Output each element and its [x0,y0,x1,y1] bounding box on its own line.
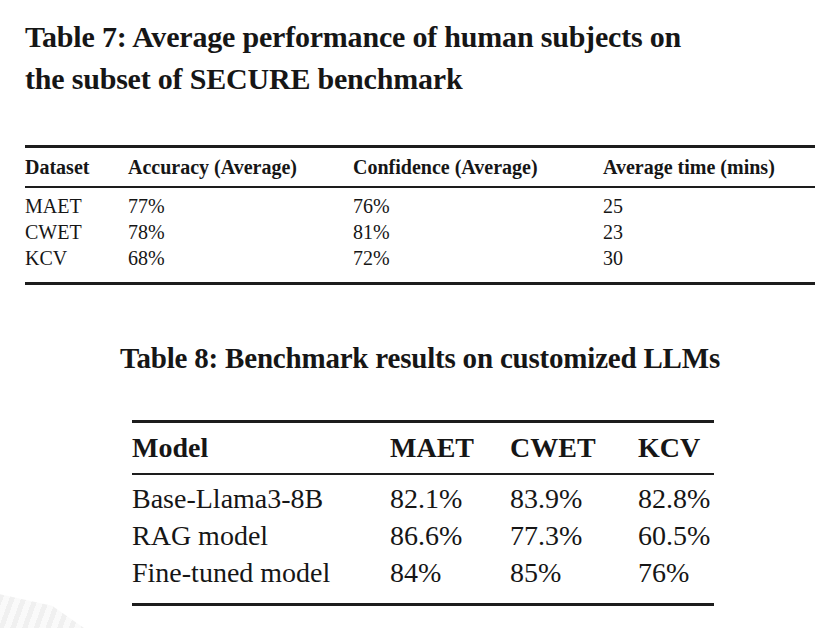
confidence-cell: 76% [353,187,603,219]
table-row: CWET 78% 81% 23 [25,219,815,245]
table7-caption-line1: Table 7: Average performance of human su… [25,20,681,53]
column-header-avg-time: Average time (mins) [603,147,815,188]
column-header-accuracy: Accuracy (Average) [128,147,353,188]
column-header-maet: MAET [390,422,510,475]
page-corner-artifact [0,592,84,628]
kcv-cell: 60.5% [638,517,714,554]
column-header-dataset: Dataset [25,147,128,188]
dataset-cell: KCV [25,245,128,284]
confidence-cell: 72% [353,245,603,284]
confidence-cell: 81% [353,219,603,245]
table-row: Fine-tuned model 84% 85% 76% [132,554,714,605]
table-row: MAET 77% 76% 25 [25,187,815,219]
table7-caption: Table 7: Average performance of human su… [25,16,825,100]
maet-cell: 84% [390,554,510,605]
table-row: KCV 68% 72% 30 [25,245,815,284]
table-header-row: Dataset Accuracy (Average) Confidence (A… [25,147,815,188]
accuracy-cell: 77% [128,187,353,219]
avg-time-cell: 23 [603,219,815,245]
table-row: RAG model 86.6% 77.3% 60.5% [132,517,714,554]
kcv-cell: 76% [638,554,714,605]
cwet-cell: 85% [510,554,638,605]
cwet-cell: 77.3% [510,517,638,554]
maet-cell: 86.6% [390,517,510,554]
cwet-cell: 83.9% [510,474,638,517]
accuracy-cell: 68% [128,245,353,284]
avg-time-cell: 25 [603,187,815,219]
maet-cell: 82.1% [390,474,510,517]
human-performance-table: Dataset Accuracy (Average) Confidence (A… [25,145,815,285]
model-cell: Fine-tuned model [132,554,390,605]
dataset-cell: MAET [25,187,128,219]
model-cell: RAG model [132,517,390,554]
dataset-cell: CWET [25,219,128,245]
column-header-cwet: CWET [510,422,638,475]
avg-time-cell: 30 [603,245,815,284]
table-row: Base-Llama3-8B 82.1% 83.9% 82.8% [132,474,714,517]
table7-caption-line2: the subset of SECURE benchmark [25,62,462,95]
column-header-confidence: Confidence (Average) [353,147,603,188]
column-header-kcv: KCV [638,422,714,475]
accuracy-cell: 78% [128,219,353,245]
table8-caption: Table 8: Benchmark results on customized… [0,340,840,376]
llm-benchmark-table: Model MAET CWET KCV Base-Llama3-8B 82.1%… [132,420,714,606]
table-header-row: Model MAET CWET KCV [132,422,714,475]
column-header-model: Model [132,422,390,475]
kcv-cell: 82.8% [638,474,714,517]
model-cell: Base-Llama3-8B [132,474,390,517]
